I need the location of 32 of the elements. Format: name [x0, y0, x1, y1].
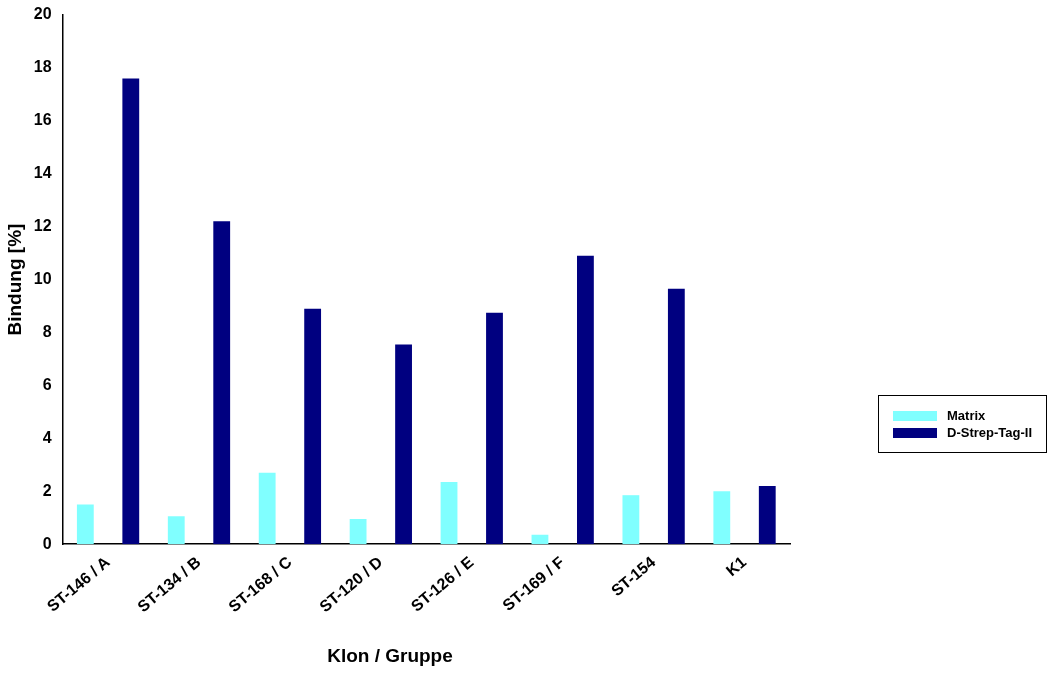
y-tick-label: 8: [42, 322, 52, 340]
bar: [440, 481, 458, 545]
bar: [167, 516, 185, 545]
bar: [349, 519, 367, 545]
y-tick-label: 10: [33, 269, 52, 287]
legend-label: D-Strep-Tag-II: [947, 425, 1032, 440]
y-tick-label: 4: [42, 428, 52, 446]
bar: [577, 255, 594, 545]
bar: [213, 221, 231, 545]
bar: [304, 308, 322, 545]
y-tick-label: 12: [33, 217, 52, 235]
x-tick-label: K1: [722, 553, 750, 580]
y-axis-title: Bindung [%]: [3, 223, 25, 336]
y-tick-label: 18: [33, 58, 52, 76]
bar: [758, 485, 776, 545]
bar: [395, 344, 412, 545]
bar: [531, 534, 549, 545]
bar: [258, 472, 276, 545]
bar: [122, 78, 140, 545]
bar: [667, 288, 685, 545]
bar: [713, 491, 731, 545]
bar: [76, 504, 94, 545]
x-axis-title: Klon / Gruppe: [326, 645, 454, 667]
y-tick-label: 16: [33, 111, 52, 129]
legend-label: Matrix: [947, 408, 986, 423]
y-tick-label: 6: [42, 375, 52, 393]
y-tick-label: 20: [33, 5, 52, 23]
bar: [486, 312, 503, 545]
y-tick-label: 14: [33, 164, 52, 182]
y-tick-label: 2: [42, 481, 52, 499]
y-tick-label: 0: [42, 534, 52, 552]
bar: [622, 495, 640, 545]
